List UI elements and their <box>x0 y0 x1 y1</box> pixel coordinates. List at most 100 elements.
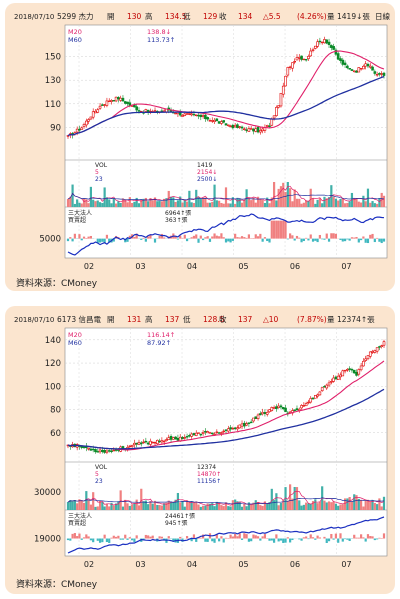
volume-ma5-line <box>67 185 385 203</box>
volume-bar <box>176 200 180 207</box>
inst-bar <box>87 536 90 539</box>
volume-bar <box>133 503 136 510</box>
volume-bar <box>268 203 271 207</box>
inst-bar <box>229 238 232 243</box>
volume-bar <box>243 503 246 510</box>
inst-bar <box>80 238 83 241</box>
inst-bar <box>158 536 161 539</box>
volume-bars <box>66 182 386 207</box>
volume-bar <box>151 503 154 510</box>
volume-bar <box>174 499 177 510</box>
candle-body <box>139 442 143 445</box>
candle-body <box>355 70 358 73</box>
volume-bar <box>174 201 177 207</box>
inst-bar <box>282 538 285 543</box>
volume-bar <box>163 503 166 510</box>
inst-bar <box>179 536 182 539</box>
volume-bar <box>270 488 273 510</box>
volume-bar <box>263 202 267 207</box>
volume-bar <box>165 198 168 207</box>
volume-bar <box>92 199 95 207</box>
inst-bar <box>307 538 310 540</box>
candle-body <box>332 46 335 50</box>
candle-body <box>236 427 239 430</box>
inst-bar <box>213 538 216 543</box>
vol-legend-label: 23 <box>95 478 103 485</box>
inst-bar <box>376 538 379 540</box>
header-field: 低 <box>183 314 191 324</box>
y-tick-label: 110 <box>45 100 61 110</box>
inst-bar <box>202 238 205 241</box>
candle-body <box>133 442 136 446</box>
candle-body <box>366 63 370 67</box>
candle-body <box>185 436 189 438</box>
candle-body <box>215 431 219 434</box>
volume-bar <box>291 201 294 207</box>
inst-bar <box>236 536 239 539</box>
inst-bar <box>366 534 370 539</box>
candle-body <box>190 433 193 437</box>
candle-body <box>309 50 313 57</box>
inst-bar <box>289 538 292 543</box>
volume-bar <box>117 201 120 207</box>
candle-body <box>112 100 116 102</box>
inst-bar <box>309 234 312 239</box>
inst-bar <box>270 220 273 239</box>
candle-body <box>311 397 315 400</box>
inst-bar <box>85 238 88 239</box>
candle-body <box>243 422 246 427</box>
volume-bar <box>222 203 225 207</box>
inst-bar <box>298 538 301 540</box>
volume-bar <box>153 197 157 207</box>
volume-bar <box>330 502 333 510</box>
volume-bar <box>135 197 138 207</box>
vol-tick-label: 30000 <box>34 488 61 498</box>
candle-body <box>270 407 274 411</box>
volume-bar <box>254 500 257 510</box>
inst-bar <box>192 235 196 239</box>
candle-body <box>128 445 132 448</box>
volume-bar <box>147 504 150 510</box>
candle-body <box>210 432 214 435</box>
inst-bar <box>341 238 344 242</box>
candle-body <box>82 124 86 127</box>
ma-legend-value: 138.8↓ <box>147 28 171 36</box>
inst-bar <box>215 533 218 539</box>
inst-bar <box>311 537 315 539</box>
candle-body <box>142 441 145 444</box>
candle-body <box>330 45 333 48</box>
stock-chart-1: 2018/07/10 5299 杰力開 130 高 134.5低 129 收 134 △5.5(… <box>14 11 390 271</box>
candle-body <box>339 58 342 61</box>
candle-body <box>174 436 177 440</box>
volume-bar <box>261 505 264 510</box>
candle-body <box>105 450 109 453</box>
x-tick-label: 02 <box>84 560 94 569</box>
candle-body <box>107 450 111 452</box>
inst-bar <box>353 534 356 539</box>
candle-body <box>373 350 377 353</box>
candle-body <box>103 104 106 106</box>
candle-body <box>87 447 90 450</box>
inst-bar <box>126 238 129 242</box>
candle-body <box>146 109 150 113</box>
inst-bar <box>259 233 262 239</box>
volume-bar <box>119 202 122 207</box>
candle-body <box>94 449 97 453</box>
volume-bar <box>240 506 244 510</box>
volume-bar <box>128 505 131 510</box>
inst-bar <box>353 237 356 239</box>
candle-body <box>265 412 269 415</box>
inst-bar <box>334 533 338 539</box>
ma-legend-label: M20 <box>68 331 82 339</box>
volume-bar <box>185 500 189 510</box>
header-field: △10 <box>263 315 279 324</box>
candle-body <box>222 120 226 123</box>
volume-bar <box>307 503 310 510</box>
candle-body <box>270 118 274 126</box>
inst-bar <box>286 537 289 539</box>
candle-body <box>151 441 155 444</box>
inst-bar <box>369 234 372 239</box>
volume-bar <box>279 503 283 510</box>
inst-bar <box>197 238 200 243</box>
volume-bar <box>378 498 381 510</box>
